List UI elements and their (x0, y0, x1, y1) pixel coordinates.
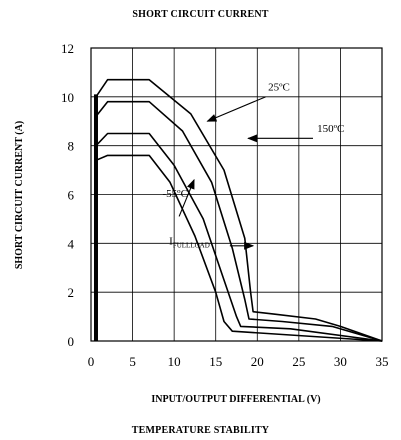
y-tick-label: 4 (68, 236, 75, 251)
annotation-arrow (206, 96, 266, 122)
x-tick-label: 10 (168, 354, 181, 369)
annotation-arrow (178, 178, 195, 217)
y-axis-label: SHORT CIRCUIT CURRENT (A) (14, 121, 25, 269)
x-tick-label: 15 (209, 354, 222, 369)
annotation-label: 25ºC (268, 82, 290, 94)
x-tick-label: 20 (251, 354, 264, 369)
y-tick-label: 8 (68, 139, 75, 154)
x-tick-label: 0 (88, 354, 95, 369)
chart-subtitle: TEMPERATURE STABILITY (131, 425, 270, 436)
annotation-label: IFULLLOAD (169, 236, 210, 250)
x-tick-label: 5 (129, 354, 136, 369)
annotation-subscript: FULLLOAD (173, 242, 210, 250)
y-tick-label: 0 (68, 334, 75, 349)
annotation-label: -55ºC (163, 188, 188, 200)
annotation-label: 150ºC (317, 123, 344, 135)
plot-frame (90, 47, 383, 342)
y-tick-label: 2 (68, 285, 75, 300)
x-axis-label: INPUT/OUTPUT DIFFERENTIAL (V) (151, 394, 320, 405)
x-tick-label: 30 (334, 354, 347, 369)
chart-title: SHORT CIRCUIT CURRENT (132, 9, 269, 20)
x-tick-label: 35 (376, 354, 389, 369)
x-tick-label: 25 (292, 354, 305, 369)
y-tick-label: 10 (61, 90, 74, 105)
series-line-4 (95, 154, 383, 342)
series-line-2 (95, 100, 383, 342)
y-tick-label: 12 (61, 41, 74, 56)
y-tick-label: 6 (68, 188, 75, 203)
series-line-1 (95, 78, 383, 342)
series-line-3 (95, 132, 383, 342)
